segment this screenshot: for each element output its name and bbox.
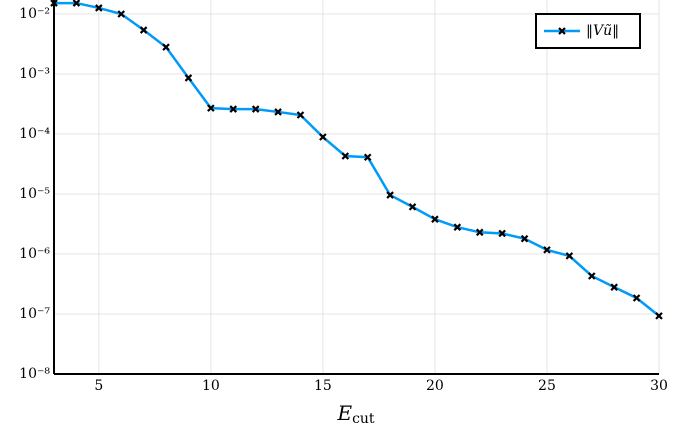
marker (363, 153, 372, 161)
marker (229, 105, 238, 113)
marker (408, 203, 417, 211)
y-tick-label: 10⁻⁴ (19, 126, 50, 142)
marker (632, 294, 641, 302)
x-tick-label: 15 (314, 378, 332, 394)
marker (498, 229, 506, 238)
x-tick-label: 5 (94, 378, 103, 394)
x-tick-label: 10 (202, 378, 220, 394)
y-tick-label: 10⁻⁷ (19, 306, 50, 322)
marker (588, 272, 596, 280)
marker (431, 215, 439, 223)
marker (207, 104, 215, 112)
y-tick-label: 10⁻⁸ (19, 366, 50, 382)
marker (95, 4, 103, 12)
marker (296, 111, 305, 119)
marker (117, 10, 125, 18)
marker (341, 152, 350, 160)
x-label-sub: cut (352, 411, 375, 427)
marker (655, 312, 663, 320)
marker (72, 0, 81, 7)
legend-marker (558, 27, 566, 35)
marker (543, 246, 551, 254)
marker (565, 252, 574, 260)
y-tick-label: 10⁻⁶ (19, 246, 50, 262)
x-tick-label: 30 (650, 378, 668, 394)
marker (139, 26, 148, 34)
marker (50, 0, 58, 7)
marker (475, 228, 484, 237)
marker (184, 74, 193, 82)
x-tick-label: 25 (538, 378, 556, 394)
marker (386, 191, 394, 199)
marker (274, 108, 282, 116)
x-tick-label: 20 (426, 378, 444, 394)
marker (251, 105, 260, 113)
marker (453, 223, 462, 231)
marker (610, 283, 618, 291)
marker (319, 133, 327, 141)
marker (520, 234, 529, 243)
legend-label: ‖Vũ‖ (586, 23, 619, 39)
x-axis-label: Ecut (336, 401, 374, 428)
y-tick-label: 10⁻⁵ (19, 186, 50, 202)
y-tick-label: 10⁻³ (19, 66, 50, 82)
x-label-main: E (336, 401, 352, 425)
marker (162, 43, 170, 51)
y-tick-label: 10⁻² (19, 6, 50, 22)
series-line (54, 1, 660, 317)
